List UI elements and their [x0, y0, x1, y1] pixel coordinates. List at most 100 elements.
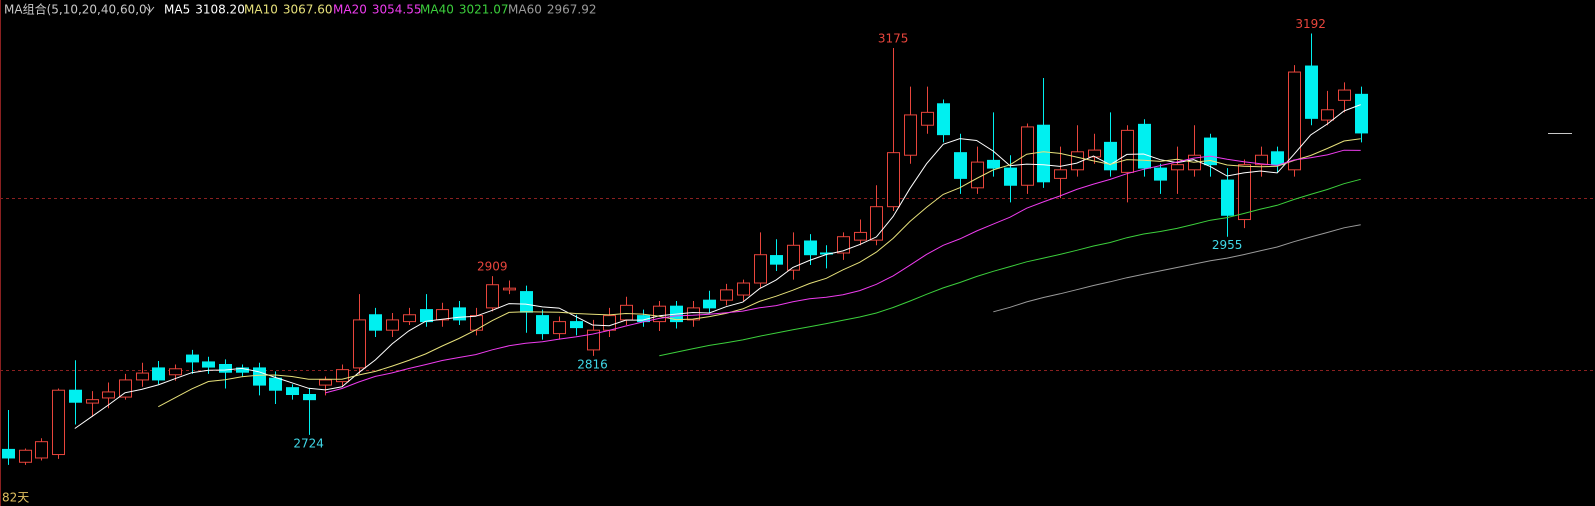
- candle-body: [1021, 126, 1034, 186]
- candle-body: [336, 369, 349, 383]
- ma-line: [74, 104, 1361, 429]
- candle-body: [1355, 93, 1368, 134]
- candle-body: [1271, 151, 1284, 166]
- candle-body: [1288, 71, 1301, 171]
- candle-body: [536, 315, 549, 335]
- candle-body: [720, 289, 733, 301]
- candle-body: [1138, 123, 1151, 169]
- ma-line: [325, 149, 1361, 394]
- extreme-label: 2724: [293, 436, 324, 450]
- candle-body: [1037, 124, 1050, 183]
- candle-body: [403, 314, 416, 323]
- indicator-label: MA组合(5,10,20,40,60,0): [4, 2, 151, 17]
- candle-body: [286, 387, 299, 396]
- candle-body: [35, 441, 48, 459]
- legend-name: MA20: [333, 3, 367, 17]
- candle-body: [136, 372, 149, 381]
- candle-body: [319, 379, 332, 386]
- candle-body: [303, 394, 316, 401]
- candle-body: [754, 254, 767, 284]
- candle-body: [937, 103, 950, 136]
- ma-line: [659, 178, 1361, 357]
- candle-body: [152, 367, 165, 381]
- ma-line: [158, 138, 1361, 408]
- extreme-label: 2955: [1212, 238, 1243, 252]
- legend-name: MA40: [420, 3, 454, 17]
- candle-body: [1054, 169, 1067, 179]
- candle-body: [420, 309, 433, 323]
- candle-body: [1204, 137, 1217, 166]
- legend-name: MA60: [508, 3, 542, 17]
- candle-body: [971, 161, 984, 189]
- candle-body: [804, 240, 817, 256]
- candle-body: [52, 389, 65, 456]
- candle-body: [219, 363, 232, 373]
- candle-body: [119, 379, 132, 398]
- candle-body: [737, 282, 750, 296]
- candle-body: [169, 368, 182, 376]
- candle-body: [69, 389, 82, 403]
- candle-body: [86, 399, 99, 404]
- candle-body: [1255, 154, 1268, 166]
- legend-value: 2967.92: [547, 3, 597, 17]
- candle-body: [553, 321, 566, 335]
- candle-body: [253, 367, 266, 386]
- candle-body: [486, 284, 499, 309]
- candle-body: [770, 255, 783, 265]
- legend-value: 3054.55: [372, 3, 422, 17]
- candle-body: [954, 152, 967, 179]
- candle-body: [1305, 65, 1318, 119]
- legend-value: 3021.07: [459, 3, 509, 17]
- candle-body: [1004, 167, 1017, 186]
- candle-body: [102, 391, 115, 399]
- period-label: 82天: [2, 491, 29, 505]
- candle-body: [503, 287, 516, 291]
- candle-body: [386, 319, 399, 331]
- extreme-label: 2816: [577, 357, 608, 371]
- legend-value: 3067.60: [283, 3, 333, 17]
- candle-body: [854, 231, 867, 241]
- candle-body: [353, 319, 366, 369]
- candle-body: [570, 321, 583, 329]
- candle-body: [1171, 164, 1184, 171]
- extreme-label: 3192: [1295, 17, 1326, 31]
- candle-body: [1238, 164, 1251, 221]
- candle-body: [703, 299, 716, 309]
- candle-body: [1221, 179, 1234, 216]
- candle-body: [19, 449, 32, 463]
- candle-body: [921, 111, 934, 126]
- extreme-label: 3175: [878, 32, 909, 46]
- legend-name: MA10: [244, 3, 278, 17]
- candle-body: [887, 152, 900, 208]
- legend-value: 3108.20: [195, 3, 245, 17]
- candle-body: [436, 309, 449, 321]
- candle-body: [987, 159, 1000, 169]
- candle-body: [520, 291, 533, 313]
- candle-body: [587, 329, 600, 351]
- candle-body: [1121, 129, 1134, 173]
- candle-body: [837, 236, 850, 254]
- candle-body: [369, 314, 382, 331]
- candle-body: [202, 361, 215, 368]
- candle-body: [2, 448, 15, 459]
- candle-body: [470, 315, 483, 331]
- candle-body: [1321, 109, 1334, 121]
- candle-body: [870, 206, 883, 241]
- candle-body: [687, 307, 700, 321]
- candle-body: [603, 315, 616, 331]
- candle-body: [1088, 149, 1101, 158]
- candle-body: [1104, 141, 1117, 171]
- legend-name: MA5: [164, 3, 190, 17]
- candle-body: [1338, 89, 1351, 101]
- dropdown-icon[interactable]: [145, 6, 155, 13]
- extreme-label: 2909: [477, 260, 508, 274]
- candle-body: [186, 354, 199, 363]
- candle-body: [904, 114, 917, 156]
- candle-body: [1154, 167, 1167, 181]
- candle-body: [787, 244, 800, 271]
- ma-line: [993, 224, 1361, 313]
- candle-body: [620, 304, 633, 321]
- candle-body: [269, 377, 282, 391]
